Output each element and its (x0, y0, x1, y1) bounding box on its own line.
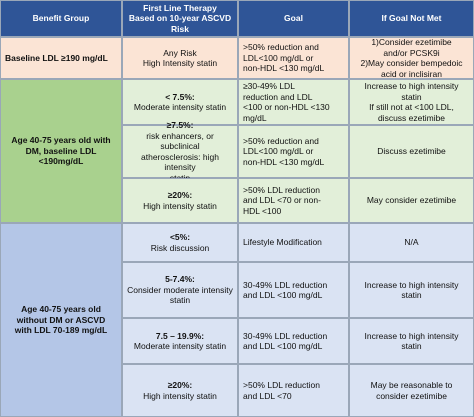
therapy-cell: ≥20%: High intensity statin (122, 178, 238, 223)
therapy-cell: ≥7.5%: risk enhancers, or subclinical ath… (122, 120, 238, 183)
risk-level: Any Risk (163, 47, 197, 58)
therapy-cell: <5%: Risk discussion (122, 223, 238, 262)
therapy: High Intensity statin (142, 58, 218, 68)
group-label: Age 40-75 years old without DM or ASCVD … (0, 223, 122, 417)
therapy-cell: 7.5 – 19.9%: Moderate intensity statin (122, 318, 238, 364)
not-met-cell: Increase to high intensity statin (349, 318, 474, 364)
goal-cell: 30-49% LDL reduction and LDL <100 mg/dL (238, 262, 349, 318)
therapy: Risk discussion (150, 242, 210, 253)
therapy: High intensity statin (143, 390, 217, 401)
group-label: Age 40-75 years old with DM, baseline LD… (0, 79, 122, 223)
risk-level: 7.5 – 19.9%: (155, 330, 205, 341)
risk-level: 5-7.4%: (165, 274, 195, 285)
therapy-cell: 5-7.4%: Consider moderate intensity stati… (122, 262, 238, 318)
not-met-cell: May be reasonable to consider ezetimibe (349, 364, 474, 417)
group-label: Baseline LDL ≥190 mg/dL (0, 37, 122, 79)
header-cell: If Goal Not Met (349, 0, 474, 37)
therapy-cell: Any Risk High Intensity statin (122, 37, 238, 79)
header-cell: First Line Therapy Based on 10-year ASCV… (122, 0, 238, 37)
therapy: High intensity statin (143, 200, 217, 211)
therapy-cell: < 7.5%: Moderate intensity statin (122, 79, 238, 125)
header-cell: Benefit Group (0, 0, 122, 37)
goal-cell: Lifestyle Modification (238, 223, 349, 262)
not-met-cell: May consider ezetimibe (349, 178, 474, 223)
therapy: Moderate intensity statin (133, 341, 227, 351)
header-cell: Goal (238, 0, 349, 37)
therapy: Consider moderate intensity statin (127, 284, 233, 306)
goal-cell: >50% LDL reduction and LDL <70 or non- H… (238, 178, 349, 223)
goal-cell: 30-49% LDL reduction and LDL <100 mg/dL (238, 318, 349, 364)
risk-level: < 7.5%: (165, 91, 195, 102)
not-met-cell: Discuss ezetimibe (349, 125, 474, 178)
goal-cell: >50% LDL reduction and LDL <70 (238, 364, 349, 417)
goal-cell: >50% reduction and LDL<100 mg/dL or non-… (238, 125, 349, 178)
risk-level: ≥20%: (167, 190, 193, 200)
goal-cell: >50% reduction and LDL<100 mg/dL or non-… (238, 37, 349, 79)
therapy-cell: ≥20%: High intensity statin (122, 364, 238, 417)
risk-level: ≥20%: (167, 380, 193, 390)
goal-cell: ≥30-49% LDL reduction and LDL <100 or no… (238, 79, 349, 125)
not-met-cell: Increase to high intensity statin If sti… (349, 79, 474, 125)
therapy: Moderate intensity statin (133, 102, 227, 112)
risk-level: <5%: (169, 232, 191, 242)
not-met-cell: N/A (349, 223, 474, 262)
not-met-cell: 1)Consider ezetimibe and/or PCSK9i 2)May… (349, 37, 474, 79)
risk-level: ≥7.5%: (166, 120, 194, 130)
not-met-cell: Increase to high intensity statin (349, 262, 474, 318)
therapy: risk enhancers, or subclinical atheroscl… (141, 130, 219, 183)
